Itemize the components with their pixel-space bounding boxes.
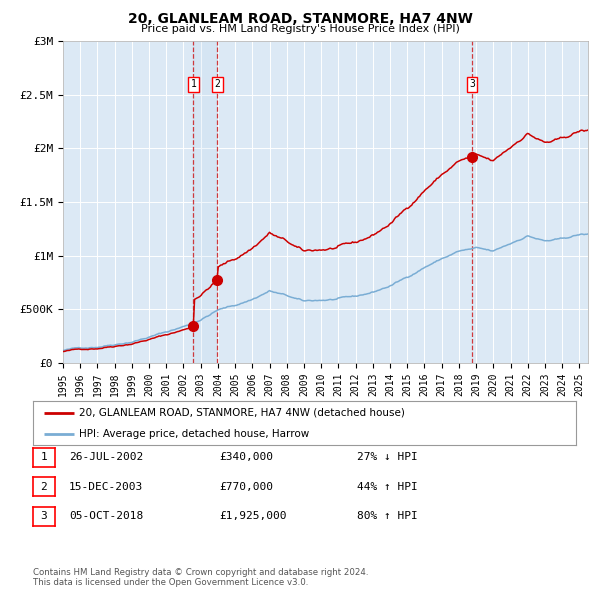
Text: £1,925,000: £1,925,000	[219, 512, 287, 521]
Text: £340,000: £340,000	[219, 453, 273, 462]
Text: 3: 3	[469, 79, 475, 89]
Text: 20, GLANLEAM ROAD, STANMORE, HA7 4NW: 20, GLANLEAM ROAD, STANMORE, HA7 4NW	[128, 12, 472, 26]
Text: 20, GLANLEAM ROAD, STANMORE, HA7 4NW (detached house): 20, GLANLEAM ROAD, STANMORE, HA7 4NW (de…	[79, 408, 405, 418]
Text: 44% ↑ HPI: 44% ↑ HPI	[357, 482, 418, 491]
Bar	[193, 41, 217, 363]
Text: Contains HM Land Registry data © Crown copyright and database right 2024.
This d: Contains HM Land Registry data © Crown c…	[33, 568, 368, 587]
Text: 15-DEC-2003: 15-DEC-2003	[69, 482, 143, 491]
Text: 2: 2	[40, 482, 47, 491]
Text: Price paid vs. HM Land Registry's House Price Index (HPI): Price paid vs. HM Land Registry's House …	[140, 24, 460, 34]
Text: £770,000: £770,000	[219, 482, 273, 491]
Text: 26-JUL-2002: 26-JUL-2002	[69, 453, 143, 462]
Text: 27% ↓ HPI: 27% ↓ HPI	[357, 453, 418, 462]
Text: 1: 1	[190, 79, 196, 89]
Text: HPI: Average price, detached house, Harrow: HPI: Average price, detached house, Harr…	[79, 429, 310, 439]
Text: 80% ↑ HPI: 80% ↑ HPI	[357, 512, 418, 521]
Text: 2: 2	[214, 79, 220, 89]
Text: 05-OCT-2018: 05-OCT-2018	[69, 512, 143, 521]
Text: 3: 3	[40, 512, 47, 521]
Text: 1: 1	[40, 453, 47, 462]
